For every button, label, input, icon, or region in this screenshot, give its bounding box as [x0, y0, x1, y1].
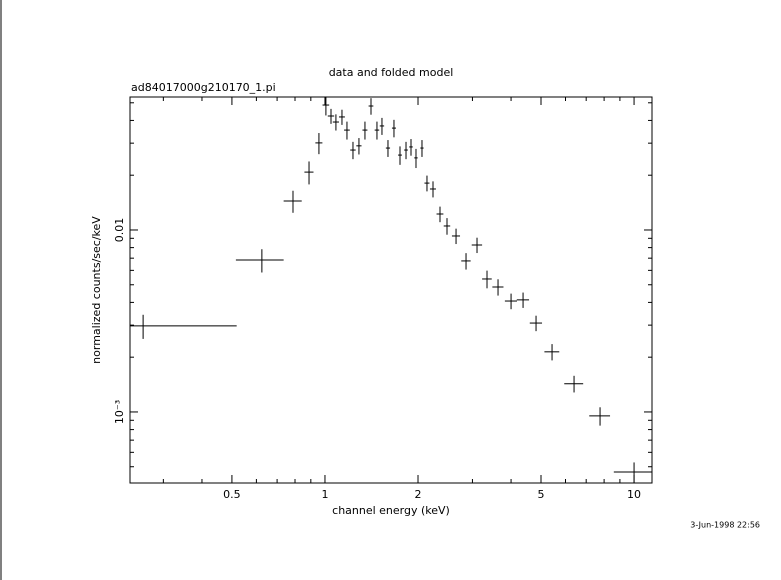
y-axis-label: normalized counts/sec/keV — [90, 216, 103, 364]
plot-frame — [129, 96, 653, 484]
chart-title: data and folded model — [329, 66, 454, 79]
x-tick-label: 2 — [415, 488, 422, 501]
x-tick-label: 10 — [627, 488, 641, 501]
date-stamp: 3-Jun-1998 22:56 — [690, 521, 760, 530]
chart-subtitle: ad84017000g210170_1.pi — [131, 81, 276, 94]
x-axis-label: channel energy (keV) — [332, 504, 450, 517]
y-tick-label: 10⁻³ — [113, 400, 126, 424]
x-tick-label: 0.5 — [223, 488, 241, 501]
x-tick-label: 1 — [321, 488, 328, 501]
y-tick-label: 0.01 — [113, 218, 126, 243]
x-tick-label: 5 — [538, 488, 545, 501]
